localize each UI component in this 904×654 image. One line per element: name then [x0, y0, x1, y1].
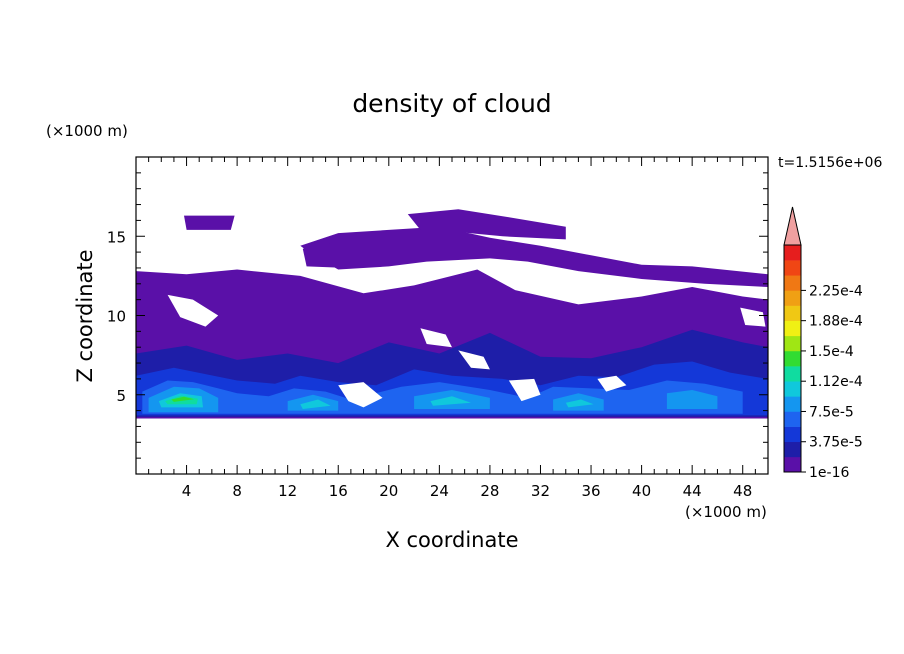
- contour-region-15: [430, 396, 471, 406]
- time-label: t=1.5156e+06: [778, 155, 882, 171]
- y-unit-label: (×1000 m): [46, 122, 128, 140]
- colorbar-swatch-6: [784, 366, 801, 382]
- colorbar-label-5: 1.88e-4: [809, 314, 863, 330]
- colorbar-swatch-0: [784, 456, 801, 473]
- colorbar-swatch-9: [784, 320, 801, 337]
- clear-gap-0: [167, 294, 219, 327]
- colorbar-swatch-3: [784, 411, 801, 427]
- x-tick-label-28: 28: [480, 482, 499, 500]
- x-tick-label-16: 16: [329, 482, 348, 500]
- colorbar-label-1: 3.75e-5: [809, 435, 863, 451]
- y-axis-ticks: 5 10 15: [107, 172, 768, 459]
- clear-gap-3: [338, 382, 383, 408]
- clear-gap-5: [597, 375, 627, 392]
- clear-gap-6: [740, 307, 766, 327]
- x-unit-label: (×1000 m): [685, 503, 767, 521]
- y-axis-label: Z coordinate: [73, 249, 97, 382]
- colorbar-swatch-12: [784, 275, 801, 291]
- x-tick-label-20: 20: [379, 482, 398, 500]
- x-axis-ticks: 4 8 12 16 20 24 28 32 36 40 44 48: [148, 157, 756, 500]
- colorbar-overflow-triangle: [783, 206, 802, 246]
- x-tick-label-44: 44: [683, 482, 702, 500]
- colorbar-swatch-14: [784, 245, 801, 261]
- colorbar-label-0: 1e-16: [809, 465, 849, 481]
- x-tick-label-48: 48: [733, 482, 752, 500]
- colorbar-swatch-13: [784, 260, 801, 276]
- colorbar-label-4: 1.5e-4: [809, 344, 854, 360]
- contour-region-1: [300, 226, 768, 287]
- colorbar-swatch-4: [784, 396, 801, 412]
- colorbar: 1e-16 3.75e-5 7.5e-5 1.12e-4 1.5e-4 1.88e-4 2.…: [783, 206, 863, 481]
- contour-region-4: [302, 242, 355, 268]
- x-tick-label-8: 8: [232, 482, 242, 500]
- y-tick-label-15: 15: [107, 228, 126, 246]
- colorbar-swatch-11: [784, 290, 801, 306]
- contour-region-2: [407, 209, 566, 240]
- colorbar-label-3: 1.12e-4: [809, 374, 863, 390]
- contour-fill-layer: [136, 209, 768, 419]
- contour-region-3: [184, 215, 235, 230]
- clear-gap-4: [508, 378, 541, 402]
- x-tick-label-40: 40: [632, 482, 651, 500]
- colorbar-swatch-7: [784, 350, 801, 367]
- colorbar-swatch-8: [784, 335, 801, 352]
- clear-gap-1: [420, 328, 452, 348]
- colorbar-swatch-2: [784, 426, 801, 443]
- contour-region-18: [171, 396, 195, 402]
- colorbar-label-2: 7.5e-5: [809, 404, 854, 420]
- colorbar-swatch-1: [784, 441, 801, 458]
- clear-gap-2: [458, 350, 490, 370]
- x-tick-label-12: 12: [278, 482, 297, 500]
- y-tick-label-5: 5: [116, 387, 126, 405]
- colorbar-label-6: 2.25e-4: [809, 283, 863, 299]
- contour-region-16: [565, 399, 594, 408]
- y-tick-label-10: 10: [107, 308, 126, 326]
- contour-region-14: [300, 399, 331, 409]
- x-tick-label-36: 36: [581, 482, 600, 500]
- colorbar-swatch-10: [784, 305, 801, 321]
- chart-title: density of cloud: [352, 89, 551, 118]
- x-tick-label-4: 4: [182, 482, 192, 500]
- x-tick-label-24: 24: [430, 482, 449, 500]
- contour-region-12: [666, 390, 718, 409]
- colorbar-frame: [783, 244, 802, 473]
- x-tick-label-32: 32: [531, 482, 550, 500]
- x-axis-label: X coordinate: [385, 528, 518, 552]
- colorbar-swatch-5: [784, 381, 801, 397]
